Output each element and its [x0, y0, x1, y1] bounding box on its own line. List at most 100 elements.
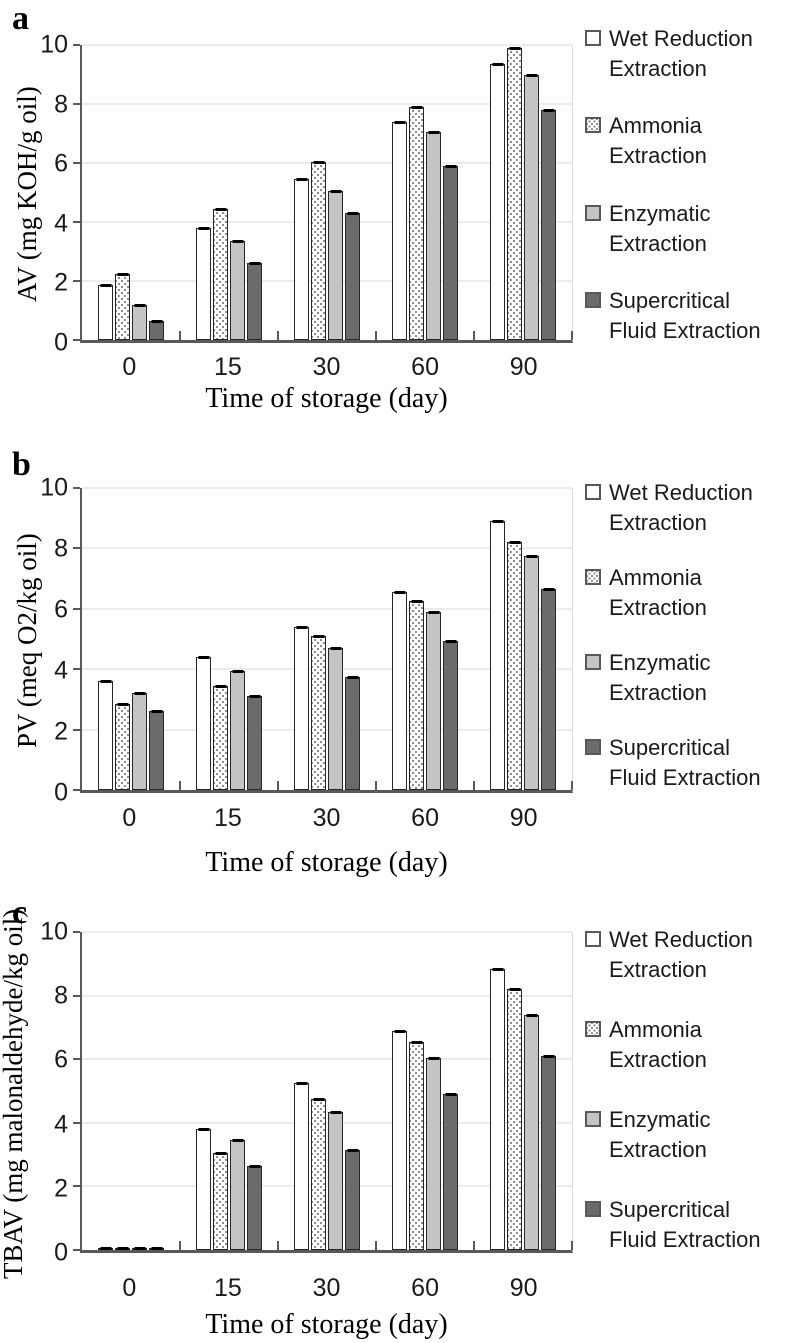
error-bar-cap: [198, 1128, 209, 1132]
x-tick-label-0: 0: [122, 804, 137, 832]
error-bar-cap: [330, 647, 341, 651]
y-tick-label-6: 6: [54, 149, 68, 178]
gridline-2: [82, 1185, 572, 1187]
error-bar-cap: [249, 1164, 260, 1168]
bar-ammonia-day-90: [507, 541, 522, 790]
x-tick-label-60: 60: [411, 353, 439, 381]
bar-wet-day-0: [98, 1247, 113, 1250]
legend-label-line1: Wet Reduction: [609, 26, 753, 51]
legend-label-ammonia: Ammonia Extraction: [609, 111, 707, 171]
gridline-6: [82, 162, 572, 164]
error-bar-cap: [313, 634, 324, 638]
legend-label-line1: Wet Reduction: [609, 927, 753, 952]
legend-swatch-ammonia-icon: [585, 569, 601, 585]
y-tick-label-6: 6: [54, 595, 68, 624]
error-bar-cap: [100, 1247, 111, 1250]
bar-ammonia-day-30: [311, 1097, 326, 1250]
legend-label-supercritical: Supercritical Fluid Extraction: [609, 286, 761, 346]
error-bar-cap: [394, 591, 405, 595]
legend-swatch-ammonia-icon: [585, 117, 601, 134]
bar-supercritical-day-60: [443, 1093, 458, 1250]
gridline-2: [82, 280, 572, 282]
error-bar-cap: [492, 63, 503, 67]
y-axis-tickmark-4: [73, 221, 80, 223]
error-bar-cap: [509, 541, 520, 545]
error-bar-cap: [428, 610, 439, 614]
legend-swatch-supercritical-icon: [585, 1201, 601, 1217]
y-axis-tickmark-2: [73, 1185, 80, 1188]
y-axis-tick-labels: 0 2 4 6 8 10: [28, 32, 72, 355]
error-bar-cap: [394, 120, 405, 124]
bar-group-day-30: [278, 932, 376, 1250]
x-axis-title: Time of storage (day): [205, 1309, 448, 1340]
legend-label-line2: Extraction: [609, 1047, 707, 1072]
gridline-4: [82, 221, 572, 223]
bar-enzymatic-day-0: [132, 692, 147, 790]
x-tick-label-90: 90: [509, 1274, 538, 1302]
legend: Wet Reduction Extraction Ammonia Extraction…: [585, 478, 785, 793]
y-tick-label-2: 2: [54, 268, 68, 297]
panel-label-b: b: [12, 446, 31, 483]
x-tick-label-30: 30: [312, 1274, 341, 1302]
error-bar-cap: [509, 46, 520, 50]
error-bar-cap: [526, 1013, 537, 1017]
bar-enzymatic-day-30: [328, 190, 343, 340]
x-axis-boundary-tick: [277, 331, 279, 340]
bar-wet-day-90: [490, 967, 505, 1250]
legend-item-wet: Wet Reduction Extraction: [585, 24, 785, 84]
x-tick-label-30: 30: [312, 353, 341, 381]
bar-supercritical-day-15: [247, 695, 262, 790]
legend-label-line1: Supercritical: [609, 1197, 731, 1222]
bar-wet-day-30: [294, 178, 309, 340]
error-bar-cap: [411, 1040, 422, 1044]
bar-group-day-15: [180, 488, 278, 790]
x-axis-boundary-tick: [375, 1241, 377, 1250]
error-bar-cap: [215, 207, 226, 211]
error-bar-cap: [543, 1055, 554, 1059]
error-bar-cap: [526, 73, 537, 77]
y-tick-label-8: 8: [54, 90, 68, 119]
y-axis-tickmark-10: [73, 487, 80, 489]
error-bar-cap: [347, 675, 358, 679]
error-bar-cap: [100, 680, 111, 684]
legend-label-line1: Enzymatic: [609, 650, 711, 675]
gridline-4: [82, 668, 572, 670]
bar-enzymatic-day-15: [230, 669, 245, 790]
bar-supercritical-day-0: [149, 319, 164, 340]
x-tick-label-90: 90: [509, 804, 538, 832]
y-axis-tickmark-4: [73, 668, 80, 671]
bar-enzymatic-day-30: [328, 1110, 343, 1250]
x-tick-label-15: 15: [213, 804, 242, 832]
gridline-8: [82, 547, 572, 549]
error-bar-cap: [198, 226, 209, 230]
gridline-6: [82, 608, 572, 610]
error-bar-cap: [151, 319, 162, 323]
error-bar-cap: [347, 1148, 358, 1152]
bar-ammonia-day-15: [213, 207, 228, 340]
legend-swatch-enzymatic-icon: [585, 204, 601, 221]
error-bar-cap: [117, 272, 128, 276]
panel-a: a AV (mg KOH/g oil) 0 2 4 6 8 10 0 15 30 60 90 Ti…: [0, 0, 786, 440]
y-axis-tickmark-2: [73, 280, 80, 282]
bar-group-day-60: [376, 45, 474, 340]
bar-supercritical-day-30: [345, 212, 360, 340]
y-axis-tickmark-10: [73, 931, 80, 933]
bar-ammonia-day-15: [213, 1152, 228, 1250]
panel-label-c: c: [12, 894, 28, 931]
x-axis-boundary-tick: [473, 331, 475, 340]
x-axis-title: Time of storage (day): [205, 847, 448, 878]
error-bar-cap: [198, 656, 209, 660]
legend-label-wet: Wet Reduction Extraction: [609, 925, 753, 985]
bar-wet-day-30: [294, 625, 309, 790]
legend-label-supercritical: Supercritical Fluid Extraction: [609, 733, 761, 793]
bar-enzymatic-day-60: [426, 131, 441, 340]
bar-ammonia-day-15: [213, 684, 228, 790]
bar-enzymatic-day-90: [524, 73, 539, 340]
gridline-10: [82, 44, 572, 46]
gridline-8: [82, 995, 572, 997]
error-bar-cap: [445, 1093, 456, 1097]
bar-group-day-15: [180, 45, 278, 340]
error-bar-cap: [296, 625, 307, 629]
y-axis-tickmark-8: [73, 994, 80, 997]
x-tick-label-0: 0: [122, 353, 137, 381]
